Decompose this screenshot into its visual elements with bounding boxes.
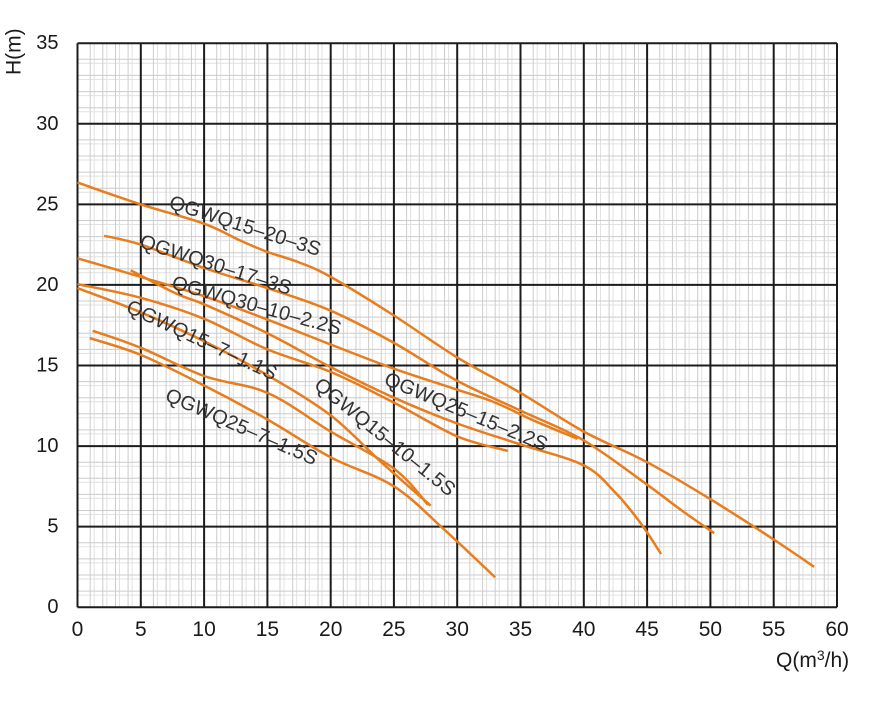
svg-text:30: 30 — [36, 113, 58, 135]
svg-text:25: 25 — [36, 193, 58, 215]
svg-text:H(m): H(m) — [3, 28, 26, 75]
svg-text:35: 35 — [509, 618, 532, 641]
svg-text:15: 15 — [36, 355, 58, 377]
svg-text:0: 0 — [72, 618, 84, 641]
svg-text:5: 5 — [135, 618, 147, 641]
svg-text:50: 50 — [699, 618, 722, 641]
svg-text:35: 35 — [36, 32, 58, 54]
svg-text:Q(m3/h): Q(m3/h) — [776, 647, 849, 672]
svg-text:10: 10 — [192, 618, 215, 641]
svg-text:45: 45 — [635, 618, 658, 641]
svg-text:40: 40 — [572, 618, 595, 641]
svg-text:55: 55 — [762, 618, 785, 641]
svg-text:0: 0 — [47, 596, 58, 618]
svg-text:25: 25 — [382, 618, 405, 641]
svg-text:15: 15 — [256, 618, 279, 641]
svg-text:10: 10 — [36, 435, 58, 457]
svg-text:60: 60 — [825, 618, 848, 641]
svg-text:30: 30 — [446, 618, 469, 641]
svg-text:20: 20 — [36, 274, 58, 296]
svg-text:5: 5 — [47, 516, 58, 538]
svg-text:20: 20 — [319, 618, 342, 641]
